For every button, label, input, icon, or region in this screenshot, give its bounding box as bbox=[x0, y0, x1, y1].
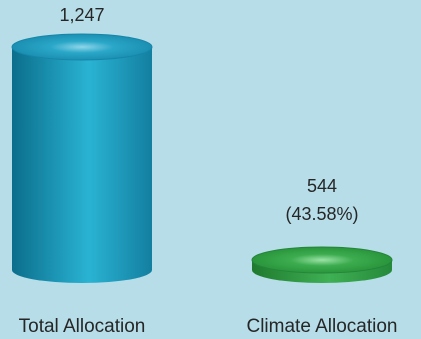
bar-total-top bbox=[11, 33, 153, 61]
category-label-total: Total Allocation bbox=[19, 316, 146, 337]
bar-total-side bbox=[12, 47, 152, 283]
bar-total bbox=[11, 33, 153, 283]
bar-climate-top bbox=[251, 246, 393, 274]
percent-label-climate: (43.58%) bbox=[285, 204, 358, 224]
value-label-total: 1,247 bbox=[59, 5, 104, 25]
bar-climate bbox=[251, 246, 393, 283]
category-label-climate: Climate Allocation bbox=[246, 316, 397, 337]
value-label-climate: 544 bbox=[307, 176, 337, 196]
